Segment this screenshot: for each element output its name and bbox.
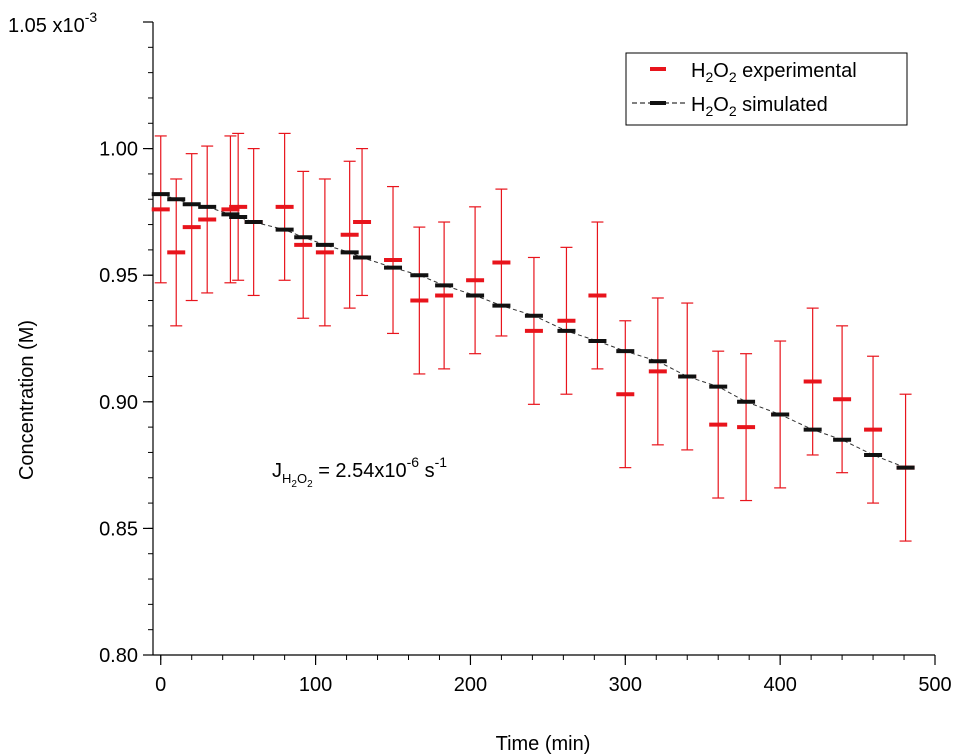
x-tick-label: 100 xyxy=(299,674,332,696)
y-tick-labels: 0.80 0.85 0.90 0.95 1.00 xyxy=(99,139,138,667)
axes xyxy=(152,22,935,656)
x-tick-label: 200 xyxy=(454,674,487,696)
x-axis-label: Time (min) xyxy=(496,733,591,755)
legend-exp-label: H2O2 experimental xyxy=(691,60,857,85)
flux-annotation: JH2O2 = 2.54x10-6 s-1 xyxy=(272,454,447,490)
major-ticks xyxy=(143,21,936,665)
experimental-markers xyxy=(151,204,915,470)
y-axis-label: Concentration (M) xyxy=(16,320,38,480)
y-tick-label: 0.90 xyxy=(99,392,138,414)
y-tick-label: 0.85 xyxy=(99,518,138,540)
legend-sim-label: H2O2 simulated xyxy=(691,94,828,119)
legend-box xyxy=(625,52,908,126)
y-tick-label: 0.80 xyxy=(99,645,138,667)
x-tick-labels: 0 100 200 300 400 500 xyxy=(155,674,952,696)
y-axis-multiplier: 1.05 x10-3 xyxy=(8,9,97,37)
legend: H2O2 experimental H2O2 simulated xyxy=(625,52,908,126)
y-tick-label: 1.00 xyxy=(99,139,138,161)
x-tick-label: 300 xyxy=(609,674,642,696)
x-tick-label: 400 xyxy=(763,674,796,696)
x-tick-label: 500 xyxy=(918,674,951,696)
simulated-markers xyxy=(151,192,915,470)
x-tick-label: 0 xyxy=(155,674,166,696)
y-tick-label: 0.95 xyxy=(99,265,138,287)
